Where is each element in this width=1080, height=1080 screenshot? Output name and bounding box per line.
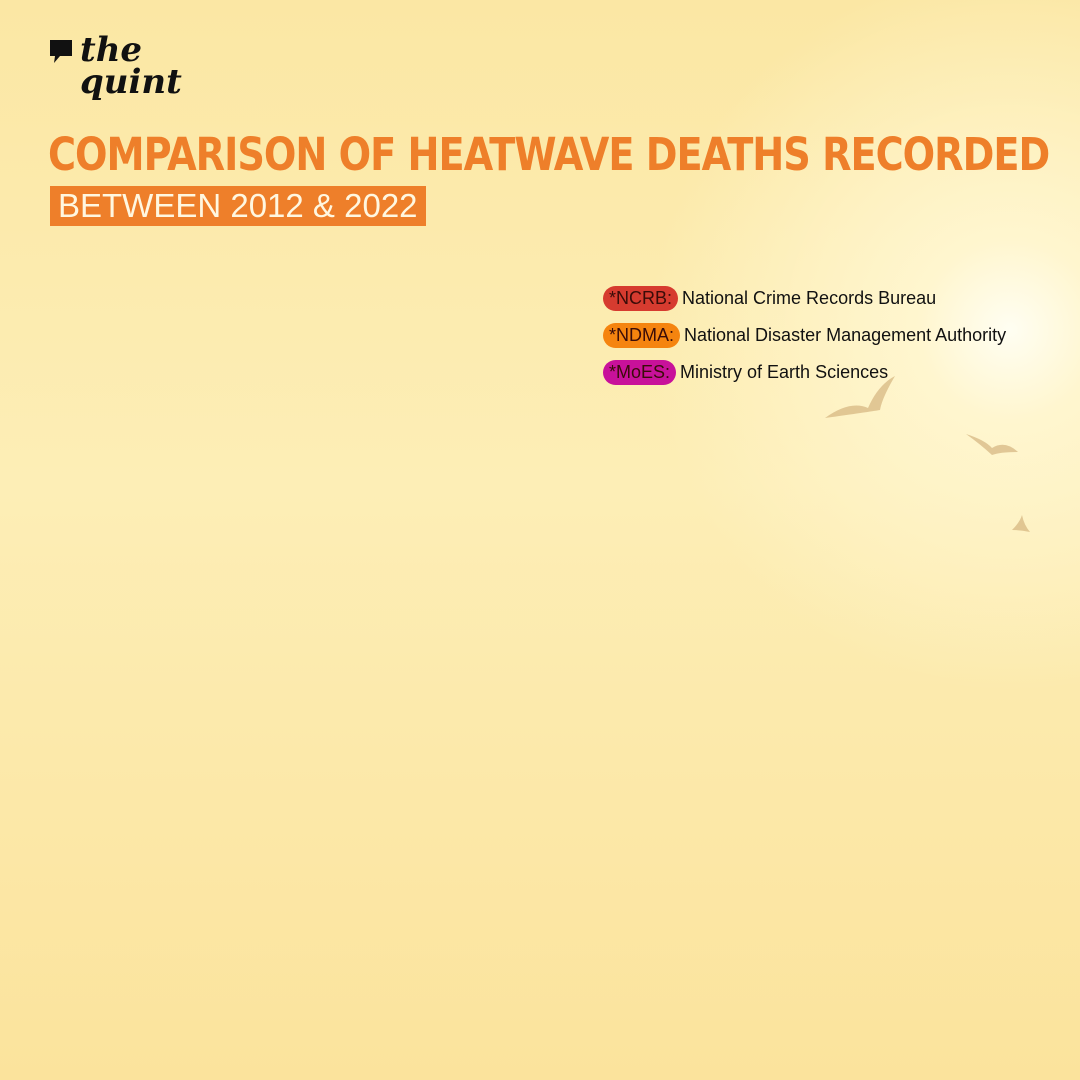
legend-badge-moes: *MoES:	[603, 360, 677, 385]
chart-subtitle: BETWEEN 2012 & 2022	[50, 186, 426, 226]
legend-item-moes: *MoES: Ministry of Earth Sciences	[603, 354, 1006, 391]
legend-badge-ndma: *NDMA:	[603, 323, 681, 348]
logo-text-line1: the	[80, 30, 143, 70]
legend-badge-ncrb: *NCRB:	[603, 286, 679, 311]
bird-icons	[825, 376, 1030, 532]
legend: *NCRB: National Crime Records Bureau *ND…	[603, 280, 1006, 391]
logo-text-line2: quint	[80, 62, 182, 102]
bird-icon	[825, 376, 895, 418]
legend-label-ncrb: National Crime Records Bureau	[682, 288, 937, 308]
legend-item-ncrb: *NCRB: National Crime Records Bureau	[603, 280, 1006, 317]
bird-icon	[1012, 515, 1030, 532]
speech-bubble-icon	[50, 40, 72, 63]
chart-title: COMPARISON OF HEATWAVE DEATHS RECORDED	[48, 128, 1050, 181]
logo-text: the quint	[80, 30, 190, 102]
legend-item-ndma: *NDMA: National Disaster Management Auth…	[603, 317, 1006, 354]
bird-icon	[966, 434, 1018, 455]
brand-logo: the quint	[48, 33, 182, 114]
legend-label-moes: Ministry of Earth Sciences	[680, 362, 889, 382]
legend-label-ndma: National Disaster Management Authority	[684, 325, 1007, 345]
